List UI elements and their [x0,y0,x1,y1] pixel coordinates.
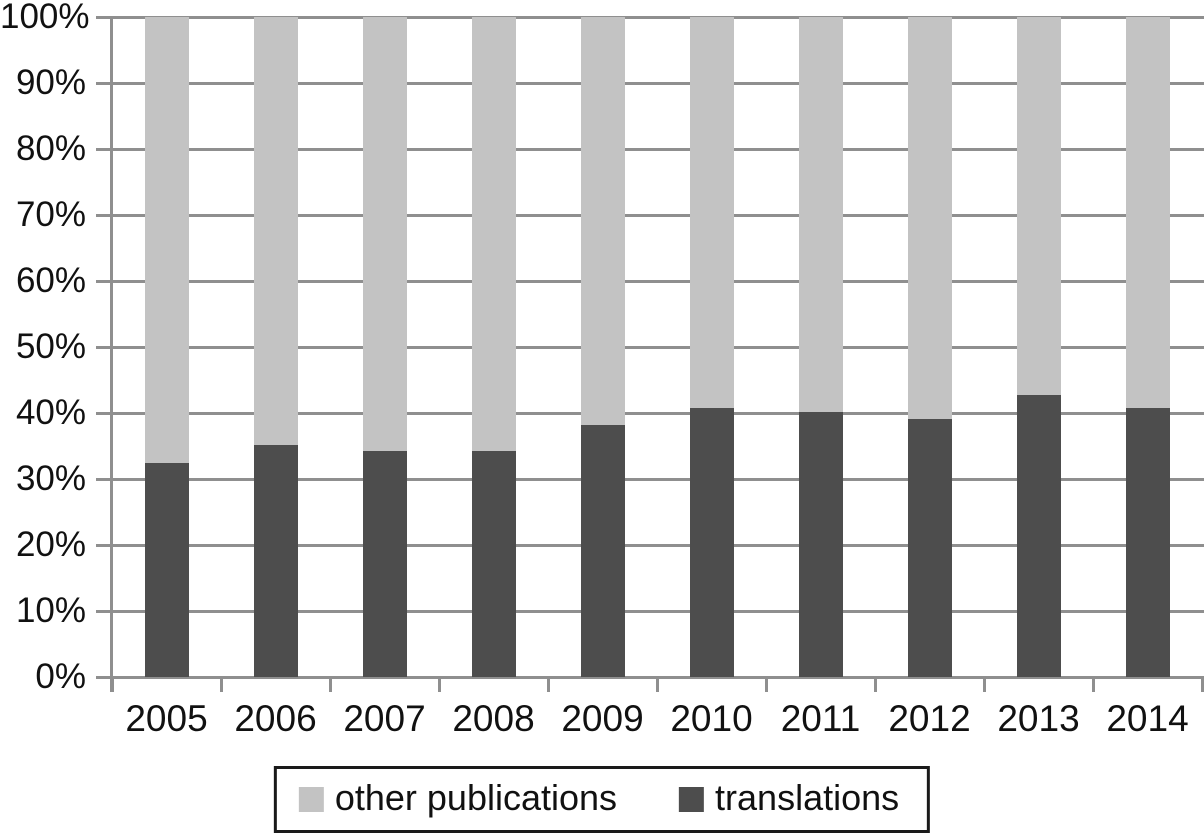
gridline [96,675,1204,679]
bar-segment-translations [471,450,516,677]
x-axis-category-label: 2008 [452,698,535,739]
gridline [96,345,1204,349]
gridline [96,81,1204,85]
bar-segment-translations [689,408,734,677]
legend-item-other-publications: other publications [298,776,618,820]
bar-segment-translations [144,462,189,677]
x-axis-tick [982,677,986,692]
bar-segment-other-publications [689,17,734,409]
x-axis-category-label: 2007 [343,698,426,739]
x-axis-category-label: 2011 [780,698,861,739]
legend-swatch-translations [679,787,705,812]
bar-segment-translations [907,418,952,677]
y-axis-tick-label: 40% [15,393,86,432]
x-axis-category-label: 2012 [888,698,971,739]
bar-segment-other-publications [580,17,625,425]
bar-segment-translations [798,412,843,677]
legend-item-translations: translations [679,776,900,820]
legend-label: other publications [334,776,618,818]
bar-segment-translations [253,444,298,677]
x-axis-tick [764,677,768,692]
gridline [96,609,1204,613]
bar-segment-other-publications [144,17,189,463]
x-axis-category-label: 2013 [997,698,1080,739]
y-axis-tick-label: 100% [0,0,90,36]
x-axis-category-label: 2010 [670,698,753,739]
y-axis-tick-label: 80% [15,129,86,168]
x-axis-tick [546,677,550,692]
bar-segment-other-publications [253,17,298,445]
legend-label: translations [715,776,900,818]
y-axis-tick-label: 20% [15,525,86,564]
bar-segment-other-publications [471,17,516,451]
gridline [96,477,1204,481]
x-axis-tick [655,677,659,692]
gridline [96,411,1204,415]
y-axis-tick-label: 50% [15,327,86,366]
gridline [96,543,1204,547]
bar-segment-translations [1125,408,1170,677]
bar-segment-translations [362,450,407,677]
x-axis-tick [1200,677,1204,692]
y-axis-tick-label: 60% [15,261,86,300]
bar-segment-other-publications [1125,17,1170,409]
bar-segment-translations [580,424,625,677]
y-axis-tick-label: 70% [15,195,86,234]
x-axis-category-label: 2006 [234,698,317,739]
bar-segment-other-publications [798,17,843,413]
x-axis-tick [1091,677,1095,692]
x-axis-tick [219,677,223,692]
y-axis-line [110,17,113,692]
x-axis-tick [110,677,114,692]
y-axis-tick-label: 90% [15,63,86,102]
y-axis-tick-label: 0% [35,657,86,696]
legend: other publications translations [273,766,931,833]
bar-segment-translations [1016,395,1061,677]
bar-segment-other-publications [907,17,952,419]
bar-segment-other-publications [1016,17,1061,396]
x-axis-tick [437,677,441,692]
x-axis-category-label: 2009 [561,698,644,739]
y-axis-tick-label: 30% [15,459,86,498]
legend-swatch-other-publications [298,787,324,812]
gridline [96,279,1204,283]
gridline [96,213,1204,217]
x-axis-tick [328,677,332,692]
y-axis-tick-label: 10% [15,591,86,630]
x-axis-category-label: 2014 [1106,698,1189,739]
gridline [96,15,1204,19]
x-axis-category-label: 2005 [125,698,208,739]
gridline [96,147,1204,151]
bar-segment-other-publications [362,17,407,451]
x-axis-tick [873,677,877,692]
